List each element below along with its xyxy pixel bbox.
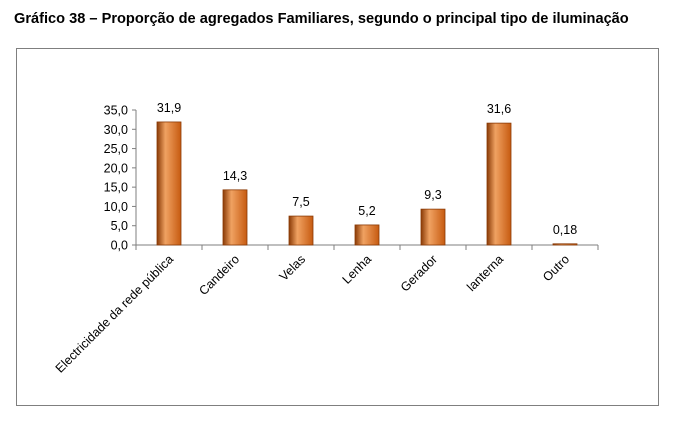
data-label: 9,3 <box>424 188 441 202</box>
bar <box>552 243 578 246</box>
bar <box>486 122 512 246</box>
y-tick-label: 0,0 <box>111 239 128 253</box>
y-tick-label: 25,0 <box>104 142 128 156</box>
data-label: 7,5 <box>292 195 309 209</box>
x-category-label: Lenha <box>340 252 375 287</box>
chart-title: Gráfico 38 – Proporção de agregados Fami… <box>14 11 629 27</box>
chart-frame <box>16 48 659 406</box>
data-label: 5,2 <box>358 204 375 218</box>
bar <box>156 121 182 246</box>
x-category-label: Candeiro <box>196 252 242 298</box>
y-tick-label: 10,0 <box>104 200 128 214</box>
data-label: 0,18 <box>553 223 577 237</box>
bar <box>420 208 446 246</box>
x-category-label: Outro <box>540 252 572 284</box>
x-category-label: Electricidade da rede pública <box>53 252 176 375</box>
bar <box>288 215 314 246</box>
y-tick-label: 30,0 <box>104 123 128 137</box>
bar <box>222 189 248 246</box>
data-label: 14,3 <box>223 169 247 183</box>
x-category-label: Velas <box>277 252 309 284</box>
y-tick-label: 20,0 <box>104 161 128 175</box>
bars <box>156 121 578 246</box>
x-category-label: Gerador <box>398 252 440 294</box>
y-tick-label: 5,0 <box>111 219 128 233</box>
y-tick-label: 15,0 <box>104 181 128 195</box>
data-label: 31,9 <box>157 101 181 115</box>
data-label: 31,6 <box>487 102 511 116</box>
y-tick-label: 35,0 <box>104 104 128 118</box>
x-category-label: lanterna <box>464 252 506 294</box>
bar <box>354 224 380 246</box>
